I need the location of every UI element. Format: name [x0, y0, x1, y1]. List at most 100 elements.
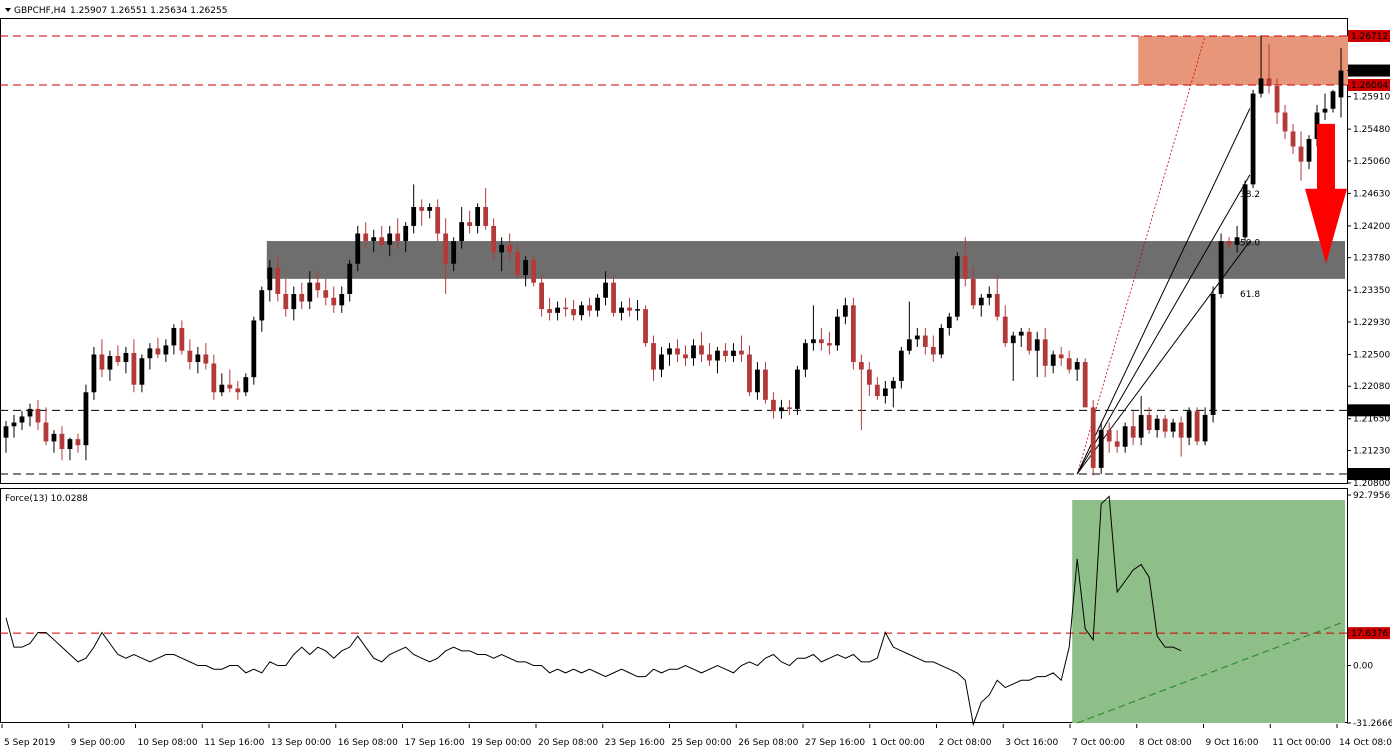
bull-candle [1322, 108, 1328, 113]
bull-candle [731, 350, 736, 356]
price-tick-label: 1.25060 [1353, 157, 1390, 167]
bear-candle [1026, 331, 1032, 351]
bull-candle [1242, 184, 1248, 238]
bull-candle [347, 263, 353, 294]
time-axis-label: 8 Oct 08:00 [1139, 738, 1192, 748]
bull-candle [795, 369, 800, 409]
time-axis-label: 23 Sep 16:00 [605, 738, 665, 748]
bull-candle [1306, 138, 1312, 162]
fib-fan-line [1076, 174, 1251, 475]
bull-candle [1338, 70, 1344, 98]
bull-candle [779, 407, 784, 412]
bull-candle [27, 408, 33, 417]
bear-candle [1002, 316, 1008, 344]
bear-candle [235, 388, 241, 393]
bear-candle [739, 350, 744, 355]
bear-candle [155, 348, 161, 355]
bull-candle [1218, 241, 1224, 294]
fib-fan-line [1076, 108, 1251, 475]
bear-candle [203, 354, 209, 364]
resistance-zone [1138, 35, 1348, 85]
bull-candle [882, 388, 888, 397]
bear-candle [491, 225, 497, 253]
bear-candle [115, 355, 121, 363]
bull-candle [667, 348, 672, 355]
bull-candle [834, 316, 840, 346]
bull-candle [842, 305, 848, 317]
bull-candle [659, 354, 664, 370]
bull-candle [411, 207, 417, 226]
time-axis-label: 20 Sep 08:00 [538, 738, 598, 748]
bull-candle [251, 320, 257, 378]
bull-candle [267, 267, 273, 291]
bear-candle [1058, 354, 1064, 359]
price-tick-label: 1.22080 [1353, 382, 1390, 392]
bull-candle [1170, 422, 1176, 432]
bull-candle [715, 350, 720, 361]
bear-candle [994, 293, 1000, 317]
bear-candle [35, 408, 41, 423]
collapse-triangle-icon[interactable] [5, 8, 11, 12]
bull-candle [1018, 331, 1024, 336]
bear-candle [283, 293, 289, 310]
level-price-tag-text: 1.26712 [1351, 32, 1388, 42]
bull-candle [195, 354, 201, 363]
bull-candle [978, 297, 984, 306]
bear-candle [787, 407, 792, 409]
bear-candle [826, 343, 832, 346]
bear-candle [1226, 241, 1232, 245]
level-price-tag-text: 1.26064 [1351, 81, 1388, 91]
bear-candle [763, 369, 768, 400]
bull-candle [1034, 339, 1040, 351]
bull-candle [403, 225, 409, 242]
bull-candle [259, 290, 265, 321]
bull-candle [691, 345, 696, 359]
bear-candle [1066, 358, 1072, 370]
bear-candle [315, 282, 321, 291]
bull-candle [219, 384, 225, 393]
bear-candle [1298, 146, 1304, 162]
price-tick-label: 1.23350 [1353, 286, 1390, 296]
price-tick-label: 1.24200 [1353, 222, 1390, 232]
force-tick-label: 92.7956 [1353, 491, 1390, 501]
force-line [5, 495, 1182, 727]
indicator-panel-frame [0, 488, 1348, 723]
bull-candle [1154, 418, 1160, 431]
price-tick-label: 1.20800 [1353, 479, 1390, 489]
bull-candle [810, 339, 816, 344]
time-axis-label: 11 Oct 00:00 [1272, 738, 1331, 748]
time-axis-label: 11 Sep 16:00 [204, 738, 264, 748]
bear-candle [643, 309, 648, 344]
bull-candle [387, 233, 393, 245]
bear-candle [874, 384, 880, 397]
bull-candle [451, 241, 457, 264]
bear-candle [1042, 339, 1048, 366]
bull-candle [1250, 93, 1256, 185]
bull-candle [603, 282, 608, 298]
bull-candle [1234, 237, 1240, 245]
bear-candle [531, 259, 537, 283]
bull-candle [291, 293, 297, 310]
bear-candle [818, 339, 824, 344]
force-trendline [1076, 620, 1346, 724]
price-tick-label: 1.24630 [1353, 189, 1390, 199]
bear-candle [850, 305, 856, 363]
bull-candle [427, 207, 433, 211]
bull-candle [803, 343, 808, 370]
level-price-tag-text: 1.20919 [1351, 470, 1388, 480]
time-axis-label: 9 Sep 00:00 [71, 738, 126, 748]
bear-candle [379, 237, 385, 245]
bull-candle [914, 335, 920, 340]
bull-candle [475, 207, 481, 226]
level-price-tag [1348, 404, 1390, 417]
bear-candle [1146, 414, 1152, 431]
bear-candle [467, 222, 473, 226]
bull-candle [1050, 354, 1056, 366]
bear-candle [1162, 418, 1168, 432]
bear-candle [1114, 441, 1120, 447]
bear-candle [363, 233, 369, 242]
bear-candle [227, 384, 233, 389]
time-axis-label: 7 Oct 00:00 [1072, 738, 1125, 748]
